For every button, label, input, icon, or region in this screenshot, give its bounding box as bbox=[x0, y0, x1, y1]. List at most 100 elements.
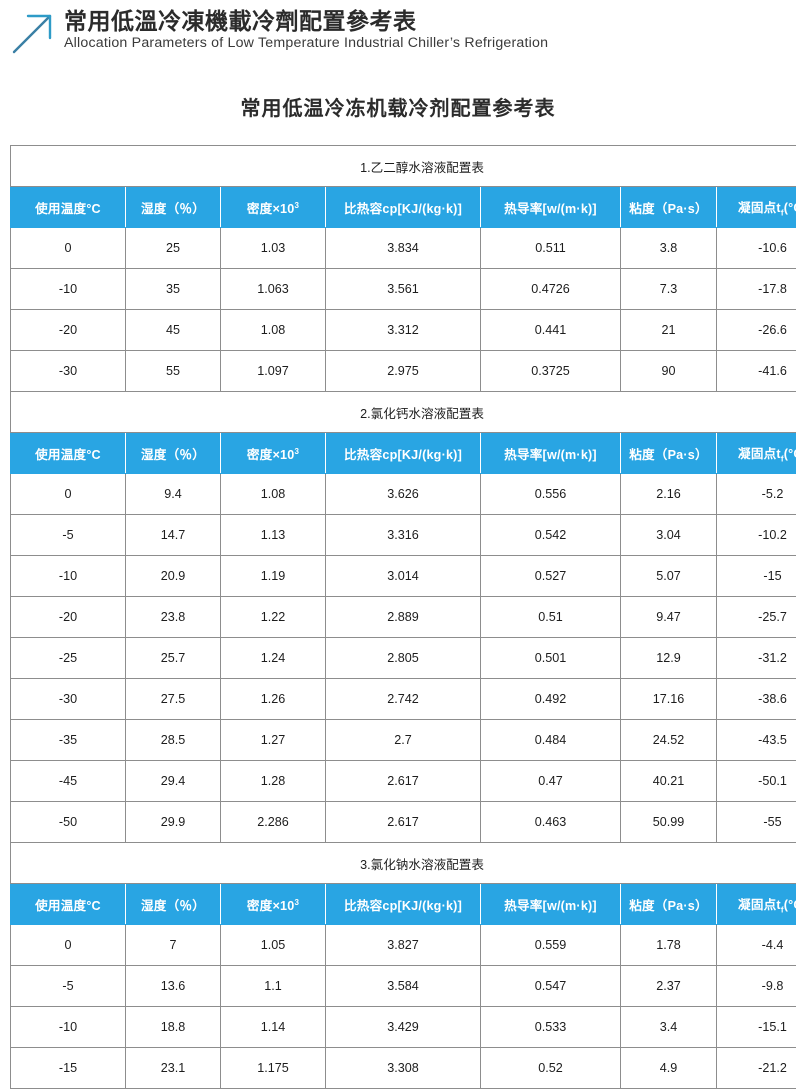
table-cell: 3.308 bbox=[326, 1048, 481, 1089]
table-cell: 2.617 bbox=[326, 802, 481, 843]
table-cell: -15 bbox=[11, 1048, 126, 1089]
table-cell: 1.063 bbox=[221, 269, 326, 310]
column-header-5: 粘度（Pa·s） bbox=[621, 884, 717, 925]
table-cell: -10 bbox=[11, 1007, 126, 1048]
table-cell: -5 bbox=[11, 515, 126, 556]
table-cell: 29.4 bbox=[126, 761, 221, 802]
table-cell: 3.8 bbox=[621, 228, 717, 269]
table-cell: 3.626 bbox=[326, 474, 481, 515]
table-cell: 25.7 bbox=[126, 638, 221, 679]
table-cell: 17.16 bbox=[621, 679, 717, 720]
table-cell: -21.2 bbox=[717, 1048, 796, 1089]
table-cell: -5 bbox=[11, 966, 126, 1007]
table-cell: 2.617 bbox=[326, 761, 481, 802]
table-cell: 9.4 bbox=[126, 474, 221, 515]
column-header-4: 热导率[w/(m·k)] bbox=[481, 187, 621, 228]
column-header-4: 热导率[w/(m·k)] bbox=[481, 884, 621, 925]
column-header-5: 粘度（Pa·s） bbox=[621, 433, 717, 474]
table-cell: -55 bbox=[717, 802, 796, 843]
column-header-3: 比热容cp[KJ/(kg·k)] bbox=[326, 187, 481, 228]
column-header-1: 湿度（％） bbox=[126, 884, 221, 925]
table-cell: 29.9 bbox=[126, 802, 221, 843]
table-cell: 1.27 bbox=[221, 720, 326, 761]
table-cell: 1.19 bbox=[221, 556, 326, 597]
table-cell: 0.501 bbox=[481, 638, 621, 679]
table-cell: 28.5 bbox=[126, 720, 221, 761]
table-cell: 4.9 bbox=[621, 1048, 717, 1089]
table-cell: -26.6 bbox=[717, 310, 796, 351]
table-cell: 0.542 bbox=[481, 515, 621, 556]
table-cell: -31.2 bbox=[717, 638, 796, 679]
section-label: 2.氯化钙水溶液配置表 bbox=[11, 392, 796, 433]
table-cell: 0.556 bbox=[481, 474, 621, 515]
table-cell: 1.08 bbox=[221, 310, 326, 351]
column-header-2: 密度×103 bbox=[221, 187, 326, 228]
table-cell: 0.463 bbox=[481, 802, 621, 843]
table-cell: 2.889 bbox=[326, 597, 481, 638]
table-cell: -50 bbox=[11, 802, 126, 843]
table-cell: 12.9 bbox=[621, 638, 717, 679]
column-header-6: 凝固点tf(°C) bbox=[717, 187, 796, 228]
arrow-up-right-icon bbox=[10, 10, 56, 56]
table-cell: 90 bbox=[621, 351, 717, 392]
table-cell: 1.03 bbox=[221, 228, 326, 269]
table-cell: -38.6 bbox=[717, 679, 796, 720]
table-cell: 2.7 bbox=[326, 720, 481, 761]
table-cell: 23.1 bbox=[126, 1048, 221, 1089]
table-cell: 0.52 bbox=[481, 1048, 621, 1089]
table-cell: -10 bbox=[11, 556, 126, 597]
column-header-1: 湿度（％） bbox=[126, 187, 221, 228]
table-cell: -4.4 bbox=[717, 925, 796, 966]
table-cell: 0.492 bbox=[481, 679, 621, 720]
table-cell: 0 bbox=[11, 228, 126, 269]
table-cell: 3.4 bbox=[621, 1007, 717, 1048]
section-label-row: 3.氯化钠水溶液配置表 bbox=[11, 843, 796, 884]
table-cell: 18.8 bbox=[126, 1007, 221, 1048]
table-cell: 7.3 bbox=[621, 269, 717, 310]
table-cell: 55 bbox=[126, 351, 221, 392]
table-cell: -15 bbox=[717, 556, 796, 597]
table-cell: -50.1 bbox=[717, 761, 796, 802]
table-cell: 3.584 bbox=[326, 966, 481, 1007]
table-cell: 3.827 bbox=[326, 925, 481, 966]
table-cell: -25.7 bbox=[717, 597, 796, 638]
table-cell: -10.6 bbox=[717, 228, 796, 269]
column-header-1: 湿度（％） bbox=[126, 433, 221, 474]
letterhead-title-cn: 常用低溫冷凍機載冷劑配置參考表 bbox=[64, 9, 548, 34]
table-cell: 35 bbox=[126, 269, 221, 310]
table-cell: 27.5 bbox=[126, 679, 221, 720]
section-label-row: 1.乙二醇水溶液配置表 bbox=[11, 146, 796, 187]
table-cell: 2.805 bbox=[326, 638, 481, 679]
table-cell: 45 bbox=[126, 310, 221, 351]
table-cell: 1.08 bbox=[221, 474, 326, 515]
table-cell: 3.312 bbox=[326, 310, 481, 351]
letterhead-text: 常用低溫冷凍機載冷劑配置參考表 Allocation Parameters of… bbox=[64, 8, 548, 53]
column-header-3: 比热容cp[KJ/(kg·k)] bbox=[326, 433, 481, 474]
table-cell: 2.16 bbox=[621, 474, 717, 515]
table-cell: 0.4726 bbox=[481, 269, 621, 310]
table-cell: 1.13 bbox=[221, 515, 326, 556]
table-cell: 3.014 bbox=[326, 556, 481, 597]
table-cell: 3.316 bbox=[326, 515, 481, 556]
table-cell: -9.8 bbox=[717, 966, 796, 1007]
table-cell: 40.21 bbox=[621, 761, 717, 802]
table-cell: 0.484 bbox=[481, 720, 621, 761]
section-label-row: 2.氯化钙水溶液配置表 bbox=[11, 392, 796, 433]
table-cell: -5.2 bbox=[717, 474, 796, 515]
table-cell: 0.559 bbox=[481, 925, 621, 966]
column-header-5: 粘度（Pa·s） bbox=[621, 187, 717, 228]
